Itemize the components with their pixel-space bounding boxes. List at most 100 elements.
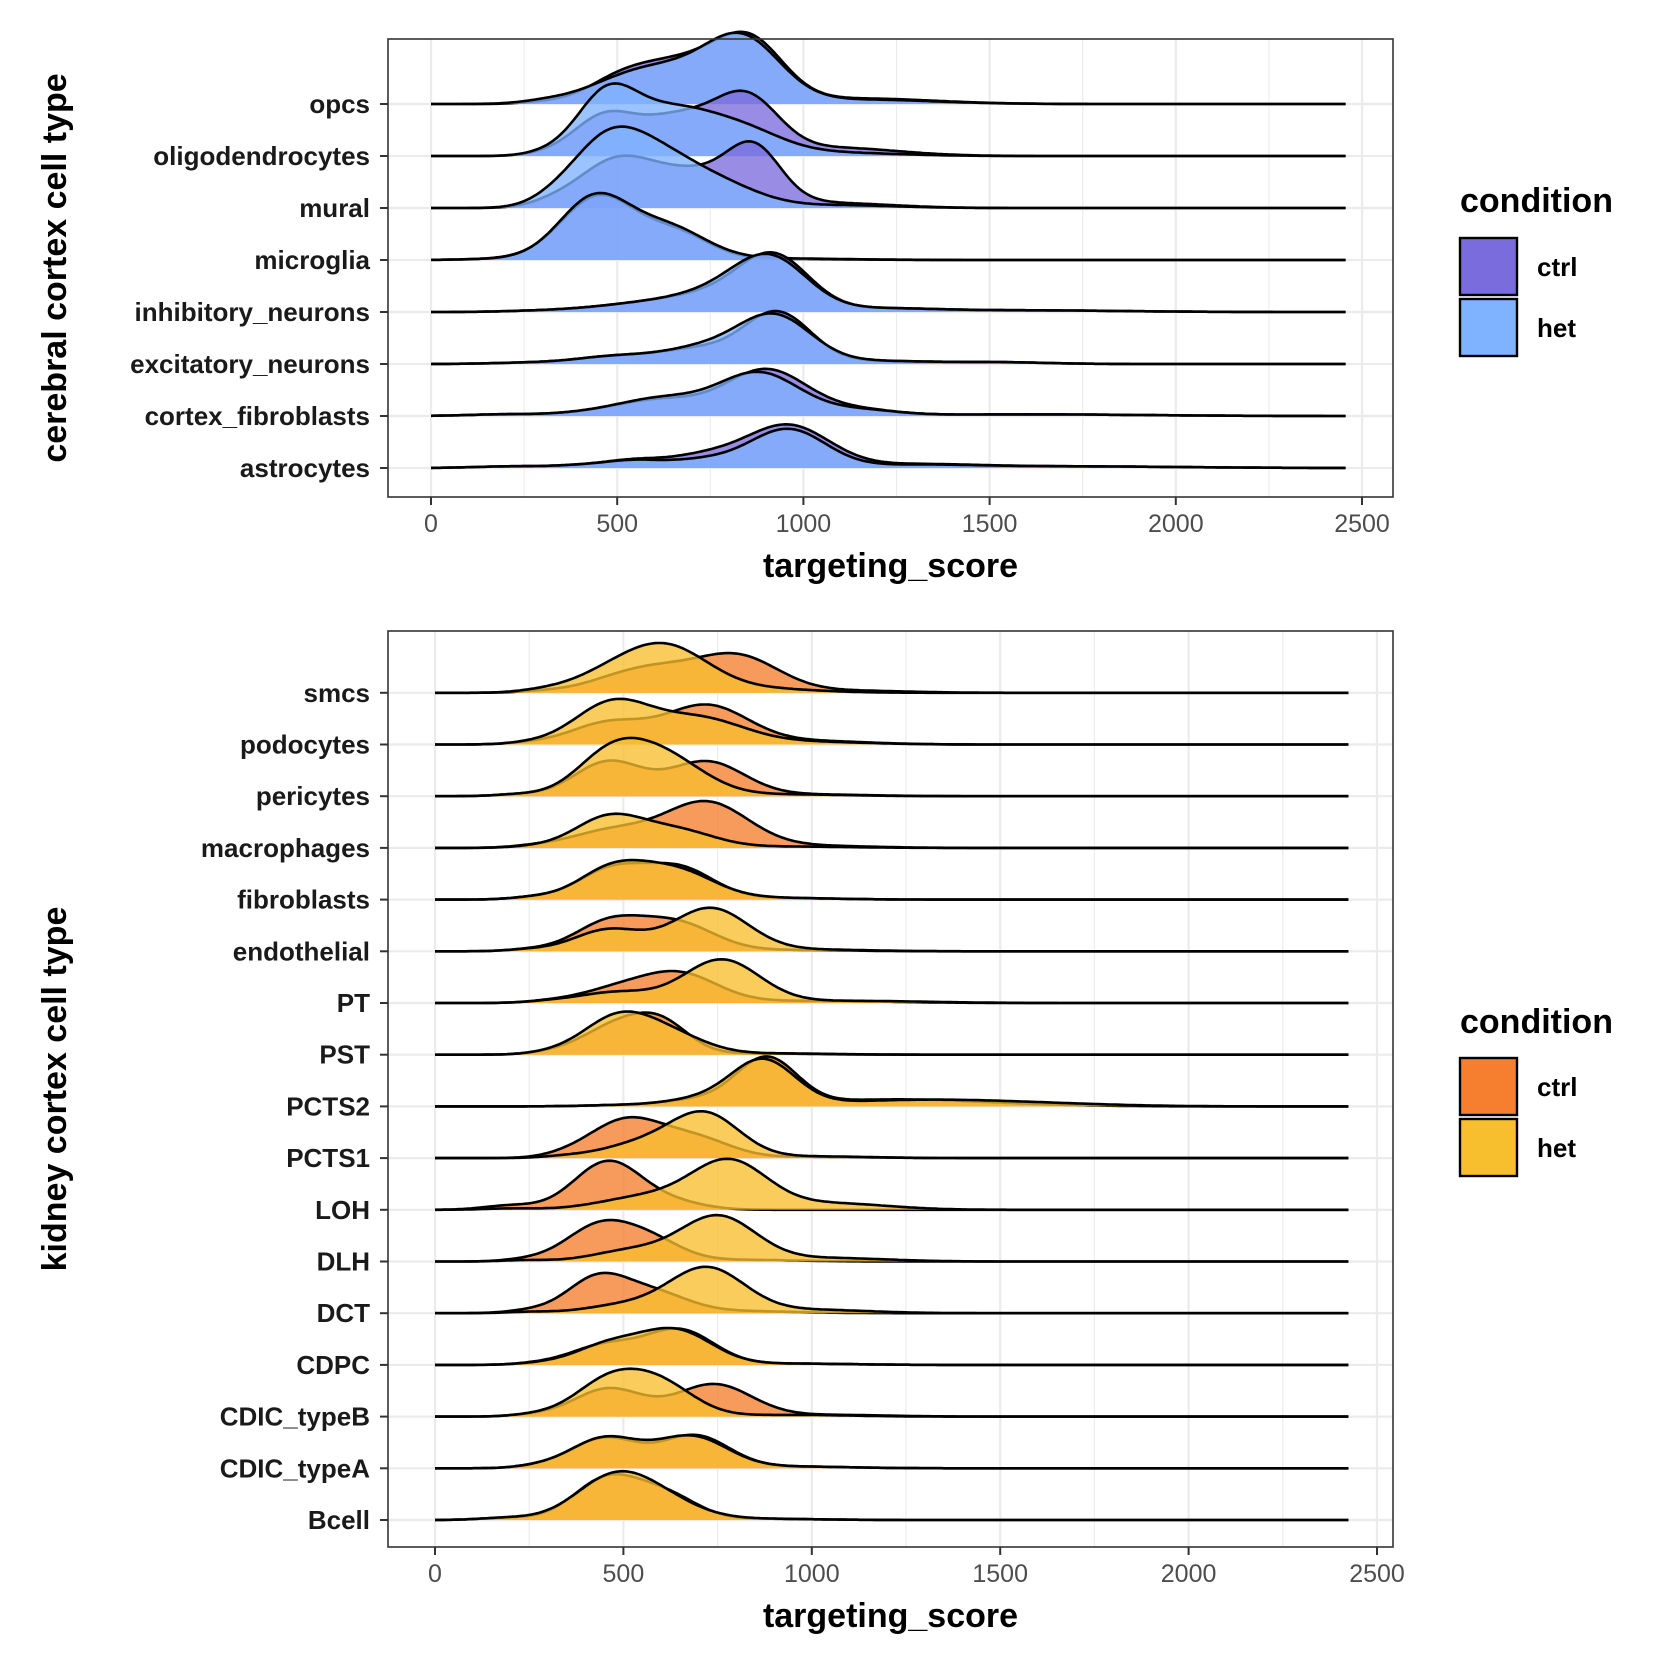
y-tick-label: fibroblasts (237, 885, 370, 915)
ridge-line-het (435, 858, 1349, 901)
ridge-row-PST (435, 1010, 1351, 1056)
legend-title: condition (1460, 1003, 1613, 1041)
y-tick-label: PCTS2 (286, 1091, 370, 1121)
ridge-row-CDIC_typeB (435, 1367, 1351, 1418)
ridge-line-het (435, 1057, 1349, 1108)
x-tick-label: 0 (428, 1560, 442, 1588)
legend-label-het: het (1537, 313, 1576, 343)
ridge-line-het (435, 1010, 1349, 1056)
legend: condition ctrl het (1458, 1003, 1613, 1178)
ridges (430, 30, 1348, 470)
ridge-row-inhibitory_neurons (431, 251, 1348, 314)
legend-key-het (1458, 1117, 1519, 1178)
ridge-fill-het (435, 959, 1351, 1003)
ridge-fill-het (435, 1471, 1351, 1520)
ridge-fill-het (435, 1328, 1351, 1365)
ridge-row-fibroblasts (435, 858, 1351, 901)
plot-border (387, 630, 1394, 1548)
ridge-row-DLH (435, 1213, 1351, 1263)
y-tick-label: Bcell (308, 1505, 370, 1535)
x-tick-label: 1000 (784, 1560, 840, 1588)
x-tick-label: 0 (424, 510, 438, 538)
ridge-line-het (435, 906, 1349, 953)
y-tick-label: microglia (254, 245, 370, 275)
ridge-fill-het (435, 1158, 1351, 1210)
ridge-row-Bcell (435, 1469, 1351, 1522)
ridge-line-het (431, 31, 1346, 106)
ridge-row-macrophages (435, 799, 1351, 850)
y-tick-label: pericytes (256, 781, 370, 811)
y-tick-label: mural (299, 193, 370, 223)
y-axis-title: kidney cortex cell type (36, 907, 74, 1272)
legend-key-ctrl (1458, 236, 1519, 297)
ridge-fill-het (435, 1435, 1351, 1469)
x-tick-label: 2000 (1148, 510, 1204, 538)
y-tick-label: CDIC_typeB (220, 1402, 370, 1432)
ridge-row-mural (431, 125, 1348, 210)
ridge-line-het (435, 1469, 1349, 1522)
y-axis: Bcell CDIC_typeA CDIC_typeB CDPC DCT DLH LOH PC… (201, 678, 388, 1535)
x-tick-label: 2500 (1349, 1560, 1405, 1588)
ridge-line-het (435, 1326, 1349, 1367)
ridge-fill-het (431, 193, 1348, 260)
ridge-line-het (435, 641, 1349, 695)
y-tick-label: PST (319, 1040, 370, 1070)
ridge-row-smcs (435, 641, 1351, 695)
ridge-line-het (435, 736, 1349, 798)
ridge-row-CDIC_typeA (435, 1433, 1351, 1470)
ridge-row-LOH (435, 1157, 1351, 1212)
y-axis: astrocytes cortex_fibroblasts excitatory_n… (130, 89, 388, 483)
x-tick-label: 2500 (1334, 510, 1390, 538)
ridge-fill-het (435, 1011, 1351, 1055)
x-axis: 0 500 1000 1500 2000 2500 (424, 497, 1390, 538)
x-tick-label: 1500 (962, 510, 1018, 538)
y-tick-label: macrophages (201, 833, 370, 863)
ridge-fill-het (435, 907, 1351, 952)
ridge-line-het (435, 1265, 1349, 1315)
y-tick-label: LOH (315, 1195, 370, 1225)
legend-title: condition (1460, 182, 1613, 220)
ridge-fill-het (435, 860, 1351, 900)
ridge-row-opcs (431, 30, 1348, 106)
ridge-row-PCTS2 (435, 1055, 1351, 1108)
y-tick-label: DCT (317, 1298, 371, 1328)
ridge-line-het (430, 312, 1346, 366)
cerebral-cortex-panel: astrocytes cortex_fibroblasts excitatory_n… (36, 30, 1613, 585)
ridge-fill-het (435, 1111, 1351, 1159)
x-tick-label: 500 (596, 510, 638, 538)
y-tick-label: PT (337, 988, 370, 1018)
y-tick-label: podocytes (240, 730, 370, 760)
legend-key-het (1458, 297, 1519, 358)
y-tick-label: CDIC_typeA (220, 1453, 370, 1483)
ridge-line-het (435, 1367, 1349, 1418)
plot-background (388, 39, 1393, 497)
ridge-row-PCTS1 (435, 1110, 1351, 1160)
legend-label-het: het (1537, 1133, 1576, 1163)
y-axis-title: cerebral cortex cell type (36, 73, 74, 462)
x-tick-label: 500 (603, 1560, 645, 1588)
ridge-line-het (435, 1213, 1349, 1263)
ridge-line-het (435, 1157, 1349, 1212)
ridge-line-het (431, 82, 1346, 158)
ridge-fill-het (435, 1368, 1351, 1417)
y-tick-label: CDPC (296, 1350, 370, 1380)
x-tick-label: 1000 (776, 510, 832, 538)
x-axis: 0 500 1000 1500 2000 2500 (428, 1547, 1405, 1588)
ridge-fill-het (435, 643, 1351, 693)
ridge-fill-het (435, 1266, 1351, 1314)
y-tick-label: opcs (309, 89, 370, 119)
plot-border (387, 38, 1394, 498)
legend-label-ctrl: ctrl (1537, 1072, 1577, 1102)
x-tick-label: 2000 (1161, 1560, 1217, 1588)
ridge-line-het (435, 1434, 1349, 1470)
ridge-fill-het (435, 1215, 1351, 1262)
ridge-line-het (430, 370, 1346, 418)
ridge-fill-het (431, 32, 1348, 104)
ridge-fill-het (431, 126, 1348, 208)
ridge-line-het (435, 812, 1349, 850)
x-axis-title: targeting_score (763, 547, 1018, 585)
x-tick-label: 1500 (972, 1560, 1028, 1588)
ridge-row-endothelial (435, 906, 1351, 953)
ridge-fill-het (435, 737, 1351, 797)
